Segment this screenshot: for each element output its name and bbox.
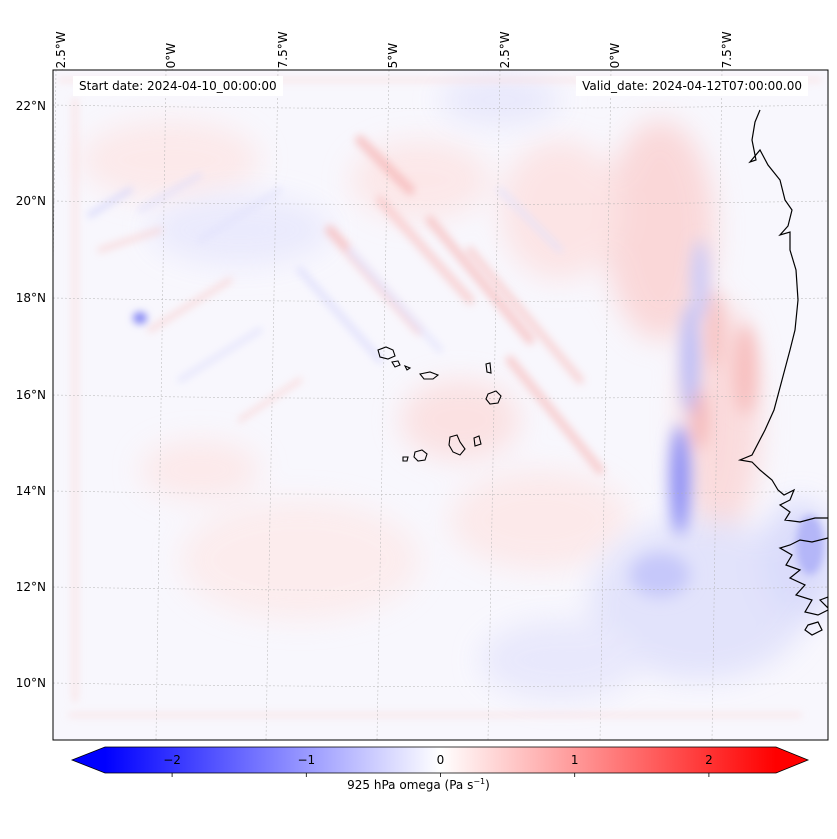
valid-date-label: Valid_date: 2024-04-12T07:00:00.00	[576, 76, 808, 96]
colorbar-tick-label: 0	[436, 753, 445, 767]
colorbar-tick-label: 1	[570, 753, 579, 767]
lat-label: 14°N	[15, 484, 46, 498]
african-coastline	[737, 109, 828, 636]
lat-label: 20°N	[15, 194, 46, 208]
colorbar-tick-label: 2	[705, 753, 713, 767]
lat-label: 10°N	[15, 676, 46, 690]
colorbar-tick-label: −2	[163, 753, 181, 767]
colorbar-label-close: )	[485, 778, 490, 792]
colorbar	[70, 746, 810, 777]
lat-label: 12°N	[15, 580, 46, 594]
map-frame	[52, 69, 829, 741]
omega-field	[58, 75, 828, 717]
colorbar-extend-low	[72, 747, 105, 773]
lat-label: 18°N	[15, 291, 46, 305]
graticule	[53, 70, 828, 740]
colorbar-tick-label: −1	[297, 753, 316, 767]
colorbar-tickmarks	[171, 773, 710, 777]
lat-label: 16°N	[15, 388, 46, 402]
colorbar-label-main: 925 hPa omega (Pa s	[347, 778, 474, 792]
colorbar-extend-high	[776, 747, 808, 773]
colorbar-label: 925 hPa omega (Pa s−1)	[0, 777, 837, 792]
cape-verde-islands	[377, 346, 502, 462]
colorbar-label-exponent: −1	[473, 777, 486, 786]
colorbar-bar	[105, 747, 776, 773]
lat-label: 22°N	[15, 99, 46, 113]
start-date-label: Start date: 2024-04-10_00:00:00	[73, 76, 283, 96]
colorbar-outline	[70, 746, 810, 774]
